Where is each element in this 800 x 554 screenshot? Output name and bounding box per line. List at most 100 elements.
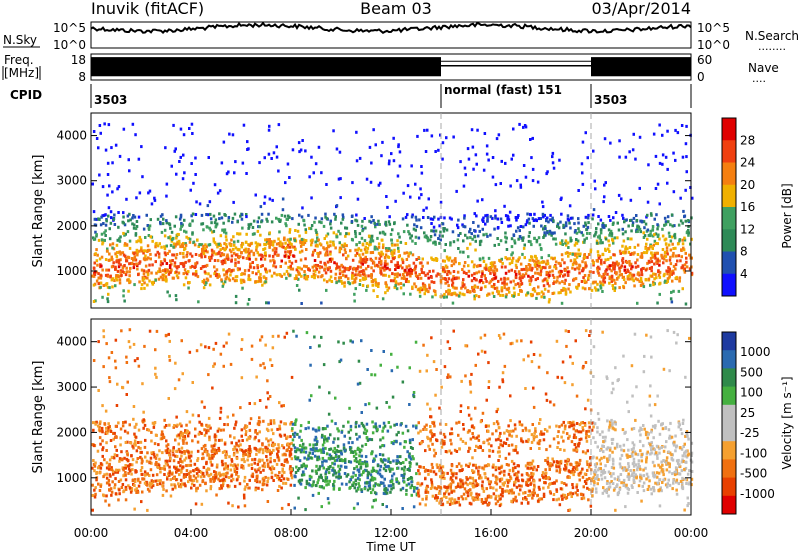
heatmap-cell <box>226 415 229 419</box>
heatmap-cell <box>131 216 134 220</box>
heatmap-cell <box>688 267 692 271</box>
heatmap-cell <box>531 136 534 140</box>
heatmap-cell <box>454 260 457 264</box>
heatmap-cell <box>503 431 506 435</box>
heatmap-cell <box>442 266 445 270</box>
heatmap-cell <box>322 224 326 228</box>
heatmap-cell <box>182 441 185 445</box>
heatmap-cell <box>517 237 520 241</box>
heatmap-cell <box>306 275 310 278</box>
heatmap-cell <box>662 459 665 462</box>
heatmap-cell <box>590 477 594 481</box>
heatmap-cell <box>264 445 267 449</box>
heatmap-cell <box>323 247 326 251</box>
heatmap-cell <box>572 277 576 281</box>
heatmap-cell <box>548 425 551 429</box>
heatmap-cell <box>364 274 367 278</box>
heatmap-cell <box>683 236 686 240</box>
heatmap-cell <box>577 283 580 286</box>
heatmap-cell <box>155 375 158 379</box>
heatmap-cell <box>117 225 120 229</box>
heatmap-cell <box>403 276 406 280</box>
heatmap-cell <box>536 180 540 184</box>
heatmap-cell <box>159 470 162 474</box>
heatmap-cell <box>453 286 457 290</box>
heatmap-cell <box>365 469 368 473</box>
heatmap-cell <box>677 223 681 227</box>
heatmap-cell <box>198 470 201 473</box>
heatmap-cell <box>521 273 525 277</box>
heatmap-cell <box>567 270 571 274</box>
heatmap-cell <box>313 248 317 252</box>
freq-tick-left-bottom: 8 <box>78 70 86 84</box>
heatmap-cell <box>437 148 440 152</box>
heatmap-cell <box>581 450 585 454</box>
heatmap-cell <box>120 486 124 489</box>
heatmap-cell <box>636 468 639 472</box>
heatmap-cell <box>409 292 412 296</box>
heatmap-cell <box>171 259 174 262</box>
heatmap-cell <box>237 475 240 479</box>
heatmap-cell <box>521 276 524 280</box>
heatmap-cell <box>361 252 365 256</box>
heatmap-cell <box>325 288 328 292</box>
heatmap-cell <box>558 274 562 278</box>
heatmap-cell <box>644 466 647 470</box>
heatmap-cell <box>507 452 511 456</box>
heatmap-cell <box>337 177 341 181</box>
heatmap-cell <box>640 220 644 224</box>
heatmap-cell <box>557 270 561 274</box>
heatmap-cell <box>476 264 479 268</box>
heatmap-cell <box>305 482 309 486</box>
heatmap-cell <box>325 452 329 456</box>
heatmap-cell <box>396 261 399 265</box>
heatmap-cell <box>170 268 173 272</box>
heatmap-cell <box>667 220 670 224</box>
heatmap-cell <box>151 282 155 286</box>
heatmap-cell <box>340 458 343 462</box>
heatmap-cell <box>240 376 244 380</box>
heatmap-cell <box>657 463 660 467</box>
heatmap-cell <box>445 290 448 294</box>
heatmap-cell <box>158 267 161 271</box>
heatmap-cell <box>380 154 383 158</box>
heatmap-cell <box>631 221 635 225</box>
heatmap-cell <box>124 471 127 474</box>
heatmap-cell <box>462 264 466 268</box>
heatmap-cell <box>497 334 501 337</box>
heatmap-cell <box>654 242 658 245</box>
heatmap-cell <box>143 249 146 253</box>
heatmap-cell <box>108 380 112 384</box>
heatmap-cell <box>279 242 283 246</box>
heatmap-cell <box>378 223 381 226</box>
freq-label-top: Freq. <box>4 53 34 67</box>
heatmap-cell <box>198 243 201 247</box>
colorbar-swatch <box>722 140 736 163</box>
heatmap-cell <box>548 265 551 269</box>
heatmap-cell <box>439 422 442 426</box>
heatmap-cell <box>570 238 573 242</box>
heatmap-cell <box>618 286 621 290</box>
heatmap-cell <box>579 252 582 256</box>
heatmap-cell <box>482 501 485 504</box>
heatmap-cell <box>116 269 120 273</box>
heatmap-cell <box>616 277 619 280</box>
heatmap-cell <box>348 480 351 484</box>
heatmap-cell <box>685 231 689 235</box>
heatmap-cell <box>439 230 442 234</box>
heatmap-cell <box>580 280 584 283</box>
heatmap-cell <box>531 275 535 278</box>
heatmap-cell <box>430 462 434 466</box>
heatmap-cell <box>480 275 483 279</box>
heatmap-cell <box>355 159 359 163</box>
heatmap-cell <box>360 454 364 458</box>
heatmap-cell <box>185 469 189 473</box>
heatmap-cell <box>532 405 536 409</box>
heatmap-cell <box>617 262 620 266</box>
heatmap-cell <box>318 465 322 469</box>
heatmap-cell <box>452 270 456 273</box>
heatmap-cell <box>554 260 558 264</box>
heatmap-cell <box>380 259 383 263</box>
heatmap-cell <box>461 284 464 288</box>
heatmap-cell <box>354 230 357 233</box>
